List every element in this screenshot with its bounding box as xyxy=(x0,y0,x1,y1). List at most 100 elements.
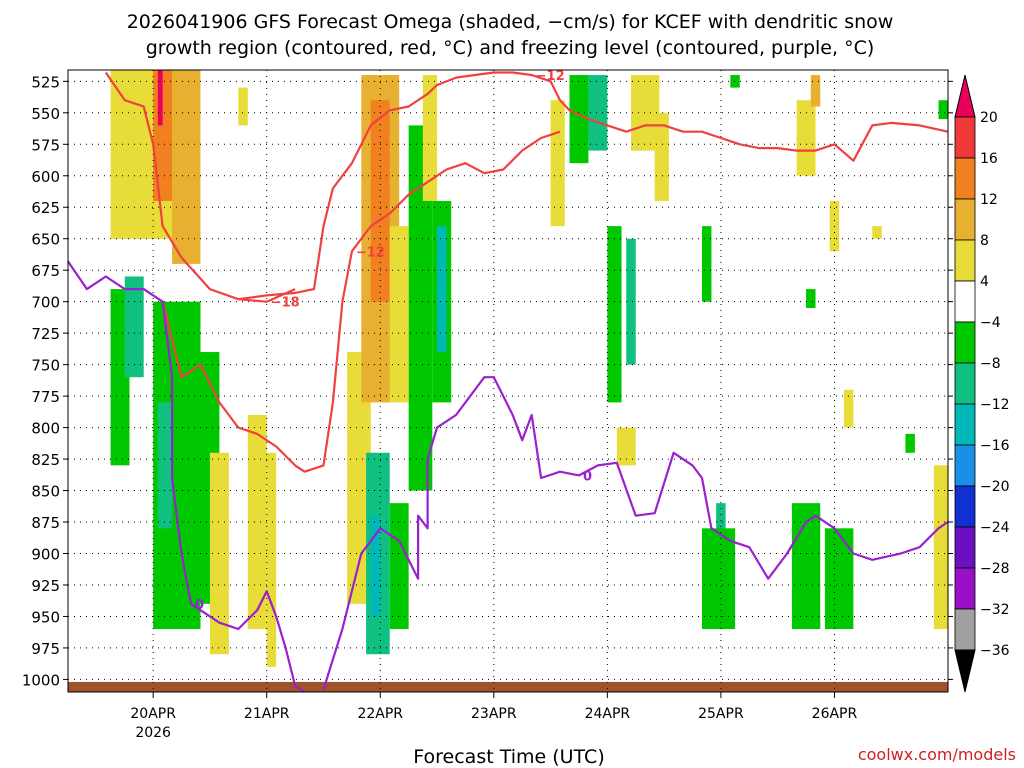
omega-cell xyxy=(607,226,622,403)
colorbar-segment xyxy=(954,362,976,405)
colorbar-label: 12 xyxy=(980,192,998,208)
dgz-contour-label: −12 xyxy=(536,69,565,84)
omega-cell xyxy=(701,226,712,302)
omega-cell xyxy=(247,414,267,630)
dgz-contour-label: −12 xyxy=(356,245,385,260)
y-tick-label: 675 xyxy=(31,262,60,280)
colorbar-segment xyxy=(954,526,976,569)
colorbar-label: 8 xyxy=(980,233,989,249)
plot-frame xyxy=(67,69,949,693)
y-tick-label: 850 xyxy=(31,483,60,501)
colorbar-label: 4 xyxy=(980,274,989,290)
colorbar-segment xyxy=(954,280,976,323)
omega-cell xyxy=(347,352,371,604)
colorbar-segment xyxy=(954,608,976,651)
x-tick-label: 20APR xyxy=(130,706,176,722)
colorbar-segment xyxy=(954,239,976,282)
colorbar-label: 20 xyxy=(980,110,998,126)
colorbar-segment xyxy=(954,444,976,487)
omega-cell xyxy=(569,75,589,164)
freezing-level-contour-label: 0 xyxy=(583,469,592,484)
colorbar: 20 16 12 8 4 −4 −8 −12 −16 −20 −24 −28 −32 −36 xyxy=(954,74,1010,693)
colorbar-label: −36 xyxy=(980,643,1010,659)
colorbar-segment xyxy=(954,403,976,446)
omega-cell xyxy=(810,75,821,107)
dgz-contour xyxy=(104,71,949,301)
colorbar-segment xyxy=(954,157,976,200)
freezing-level-contour xyxy=(67,260,306,693)
colorbar-segment xyxy=(954,198,976,241)
omega-cell xyxy=(124,276,144,378)
omega-cell xyxy=(872,226,882,239)
omega-cell xyxy=(370,515,381,617)
y-axis-ticks: 525 550 575 600 625 650 675 700 725 750 775 800 825 8… xyxy=(22,73,953,689)
chart-title-line1: 2026041906 GFS Forecast Omega (shaded, −… xyxy=(127,11,894,33)
y-tick-label: 975 xyxy=(31,640,60,658)
colorbar-segment xyxy=(954,567,976,610)
omega-cell xyxy=(843,389,854,428)
omega-cell xyxy=(631,75,660,151)
y-tick-label: 525 xyxy=(31,73,60,91)
y-tick-label: 1000 xyxy=(22,671,60,689)
colorbar-segment xyxy=(954,321,976,364)
y-tick-label: 725 xyxy=(31,325,60,343)
omega-cell xyxy=(238,87,248,126)
colorbar-label: −32 xyxy=(980,602,1010,618)
omega-cell xyxy=(806,289,816,308)
omega-cell xyxy=(157,402,173,529)
omega-cell xyxy=(730,75,740,88)
chart-title-line2: growth region (contoured, red, °C) and f… xyxy=(146,37,875,59)
dgz-contour-label: −18 xyxy=(271,296,300,311)
dgz-contour xyxy=(161,130,561,473)
x-tick-label: 25APR xyxy=(698,706,744,722)
omega-cell xyxy=(654,112,669,201)
y-tick-label: 600 xyxy=(31,168,60,186)
y-tick-label: 775 xyxy=(31,388,60,406)
colorbar-label: −4 xyxy=(980,315,1001,331)
omega-cell xyxy=(933,465,948,630)
omega-cell xyxy=(209,452,229,655)
x-tick-label: 24APR xyxy=(585,706,631,722)
freezing-level-contour-label: 0 xyxy=(195,598,204,613)
omega-cell xyxy=(110,289,130,466)
omega-cell xyxy=(824,528,854,630)
y-tick-label: 800 xyxy=(31,420,60,438)
omega-cell xyxy=(588,75,608,151)
omega-cell xyxy=(422,75,438,201)
x-tick-label: 23APR xyxy=(471,706,517,722)
y-tick-label: 825 xyxy=(31,451,60,469)
colorbar-label: −24 xyxy=(980,520,1010,536)
colorbar-label: −28 xyxy=(980,561,1010,577)
y-tick-label: 625 xyxy=(31,199,60,217)
colorbar-label: 16 xyxy=(980,151,998,167)
x-axis-label: Forecast Time (UTC) xyxy=(413,746,604,768)
freezing-level-contour xyxy=(322,376,949,690)
omega-cell xyxy=(157,70,163,126)
omega-cell xyxy=(550,100,565,227)
x-tick-label: 21APR xyxy=(244,706,290,722)
colorbar-segment xyxy=(954,485,976,528)
omega-cell xyxy=(370,100,390,302)
y-tick-label: 700 xyxy=(31,294,60,312)
omega-cell xyxy=(701,528,736,630)
y-tick-label: 925 xyxy=(31,577,60,595)
omega-cell xyxy=(266,452,277,667)
x-tick-label: 22APR xyxy=(357,706,403,722)
colorbar-label: −16 xyxy=(980,438,1010,454)
y-tick-label: 575 xyxy=(31,136,60,154)
omega-cell xyxy=(626,238,636,365)
y-tick-label: 900 xyxy=(31,545,60,563)
omega-cell xyxy=(796,100,816,176)
omega-cell xyxy=(389,226,409,403)
omega-cell xyxy=(437,226,447,353)
colorbar-label: −20 xyxy=(980,479,1010,495)
y-tick-label: 650 xyxy=(31,231,60,249)
omega-cell xyxy=(172,70,201,264)
y-tick-label: 550 xyxy=(31,105,60,123)
omega-shading xyxy=(110,70,948,667)
contour-lines: −12 −12 −18 0 0 xyxy=(67,69,949,693)
colorbar-label: −12 xyxy=(980,397,1010,413)
omega-cell xyxy=(616,427,636,466)
credit-link[interactable]: coolwx.com/models xyxy=(858,745,1016,764)
